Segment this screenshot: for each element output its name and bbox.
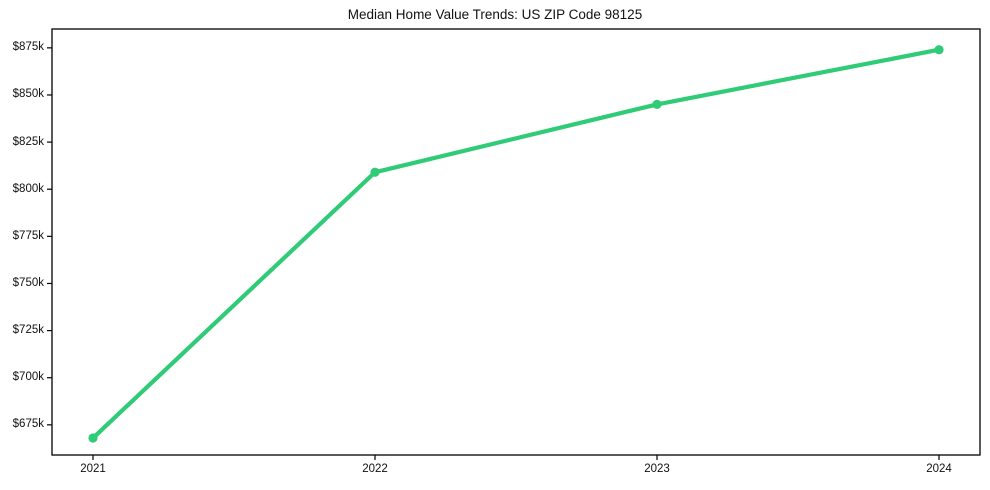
data-point-2023	[652, 99, 662, 109]
data-point-2024	[934, 45, 944, 55]
y-tick-label: $725k	[12, 324, 44, 337]
y-tick-label: $800k	[12, 182, 44, 195]
chart-title: Median Home Value Trends: US ZIP Code 98…	[347, 7, 643, 22]
data-point-2022	[370, 167, 380, 177]
y-tick-label: $825k	[12, 135, 44, 148]
data-point-2021	[88, 433, 98, 443]
y-tick-label: $675k	[12, 418, 44, 431]
trend-line	[90, 47, 942, 441]
x-tick-label: 2024	[926, 463, 952, 475]
y-tick-label: $700k	[12, 371, 44, 384]
x-tick-label: 2021	[80, 463, 106, 475]
y-tick-label: $850k	[12, 88, 44, 101]
y-tick-label: $750k	[12, 276, 44, 289]
plot-border	[51, 28, 981, 456]
y-tick-label: $875k	[12, 41, 44, 54]
y-tick-label: $775k	[12, 229, 44, 242]
x-tick-label: 2023	[644, 463, 670, 475]
x-tick-label: 2022	[362, 463, 388, 475]
